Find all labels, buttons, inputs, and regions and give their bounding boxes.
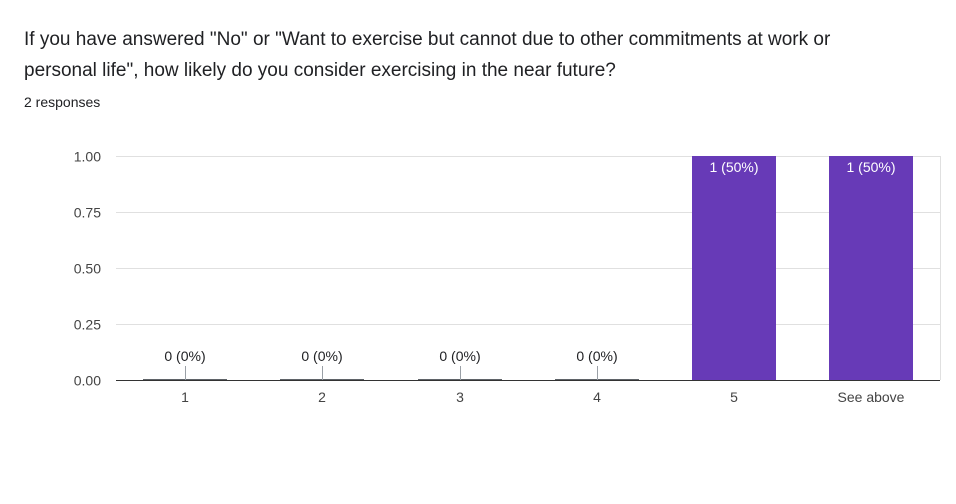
y-tick-label: 0.00 bbox=[74, 373, 101, 389]
y-tick-label: 0.50 bbox=[74, 261, 101, 277]
x-tick-label: See above bbox=[838, 389, 905, 405]
bar[interactable] bbox=[692, 156, 776, 380]
x-tick-label: 2 bbox=[318, 389, 326, 405]
data-label: 1 (50%) bbox=[709, 159, 758, 175]
data-labels: 0 (0%) 0 (0%) 0 (0%) 0 (0%) 1 (50%) 1 (50%) bbox=[164, 159, 896, 380]
x-tick-label: 1 bbox=[181, 389, 189, 405]
x-tick-label: 4 bbox=[593, 389, 601, 405]
question-title: If you have answered "No" or "Want to ex… bbox=[24, 29, 831, 81]
data-label: 1 (50%) bbox=[846, 159, 895, 175]
data-label: 0 (0%) bbox=[164, 348, 205, 364]
y-tick-label: 0.25 bbox=[74, 317, 101, 333]
data-label: 0 (0%) bbox=[301, 348, 342, 364]
x-tick-label: 3 bbox=[456, 389, 464, 405]
bar[interactable] bbox=[829, 156, 913, 380]
data-label: 0 (0%) bbox=[439, 348, 480, 364]
response-count: 2 responses bbox=[24, 94, 101, 110]
gridlines bbox=[116, 156, 941, 380]
y-axis-ticks: 0.00 0.25 0.50 0.75 1.00 bbox=[74, 149, 101, 389]
y-tick-label: 0.75 bbox=[74, 205, 101, 221]
y-tick-label: 1.00 bbox=[74, 149, 101, 165]
data-label: 0 (0%) bbox=[576, 348, 617, 364]
x-axis-ticks: 1 2 3 4 5 See above bbox=[181, 389, 905, 405]
x-tick-label: 5 bbox=[730, 389, 738, 405]
